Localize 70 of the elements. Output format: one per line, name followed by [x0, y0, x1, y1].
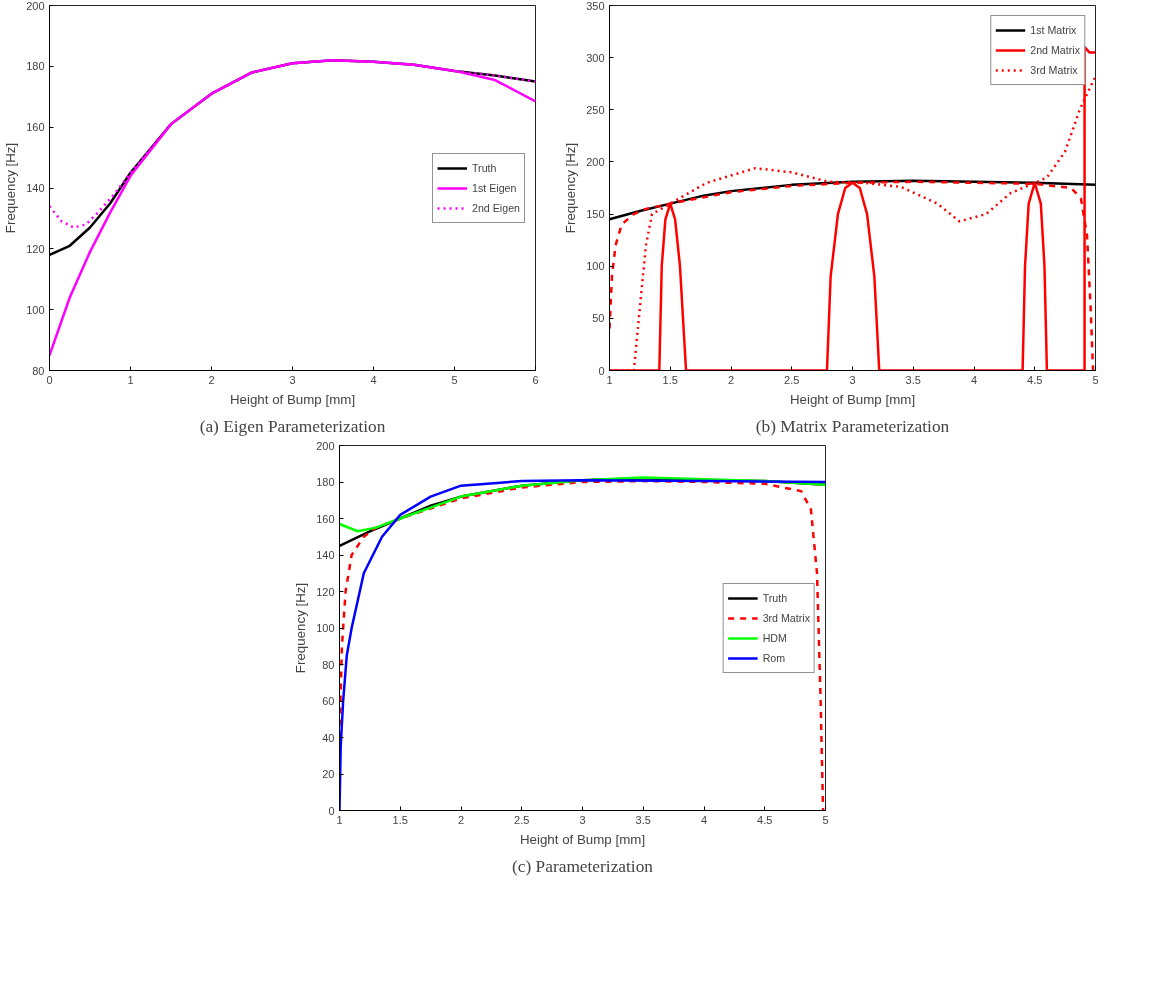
x-tick-label: 6: [532, 373, 539, 386]
x-tick-label: 4.5: [757, 813, 773, 826]
x-tick-label: 2.5: [784, 373, 800, 386]
x-tick-label: 2: [727, 373, 735, 386]
y-tick-label: 50: [592, 312, 605, 325]
x-tick-label: 5: [822, 813, 829, 826]
legend-label: 2nd Eigen: [472, 201, 520, 214]
x-tick-label: 1: [336, 813, 343, 826]
y-tick-label: 160: [316, 512, 335, 525]
x-tick-label: 2: [457, 813, 465, 826]
y-tick-label: 150: [586, 208, 605, 221]
y-tick-label: 120: [316, 585, 335, 598]
y-tick-label: 350: [586, 0, 605, 12]
y-axis-title: Frequency [Hz]: [563, 142, 579, 234]
x-tick-label: 2.5: [514, 813, 530, 826]
y-tick-label: 180: [26, 60, 45, 73]
legend-label: 1st Eigen: [472, 181, 517, 194]
y-tick-label: 100: [586, 260, 605, 273]
x-tick-label: 1.5: [662, 373, 678, 386]
y-tick-label: 200: [316, 439, 335, 452]
legend-label: 1st Matrix: [1030, 24, 1077, 36]
y-tick-label: 250: [586, 103, 605, 116]
y-tick-label: 100: [26, 303, 45, 316]
legend-label: Rom: [762, 651, 786, 664]
x-tick-label: 3: [289, 373, 296, 386]
y-tick-label: 60: [322, 695, 335, 707]
y-tick-label: 100: [316, 622, 335, 634]
x-tick-label: 3: [849, 373, 856, 386]
x-tick-label: 5: [1092, 373, 1099, 386]
x-axis-title: Height of Bump [mm]: [229, 391, 356, 407]
y-tick-label: 200: [586, 155, 605, 168]
y-axis-title: Frequency [Hz]: [293, 582, 309, 674]
y-tick-label: 180: [316, 476, 335, 488]
legend-label: 3rd Matrix: [762, 611, 810, 624]
y-tick-label: 80: [322, 658, 335, 671]
x-axis-title: Height of Bump [mm]: [789, 391, 916, 407]
x-tick-label: 2: [208, 373, 215, 386]
x-tick-label: 4: [700, 813, 708, 826]
y-axis-title: Frequency [Hz]: [3, 142, 19, 234]
text: (a) Eigen Parameterization: [199, 416, 386, 436]
x-tick-label: 5: [451, 373, 458, 386]
y-tick-label: 120: [26, 242, 45, 255]
x-tick-label: 0: [46, 373, 53, 386]
legend-label: 2nd Matrix: [1030, 44, 1080, 56]
x-tick-label: 4.5: [1027, 373, 1043, 386]
x-tick-label: 1: [127, 373, 134, 386]
y-tick-label: 160: [26, 121, 45, 134]
x-tick-label: 3.5: [905, 373, 921, 386]
legend-label: Truth: [762, 591, 788, 604]
x-tick-label: 1: [606, 373, 613, 386]
x-tick-label: 3.5: [635, 813, 651, 826]
text: (b) Matrix Parameterization: [755, 416, 950, 436]
y-tick-label: 200: [26, 0, 45, 12]
y-tick-label: 20: [322, 768, 335, 780]
y-tick-label: 300: [586, 51, 605, 64]
y-tick-label: 40: [322, 731, 335, 744]
legend-label: HDM: [762, 631, 787, 644]
legend-label: Truth: [472, 161, 497, 174]
text: (c) Parameterization: [512, 856, 654, 876]
x-tick-label: 1.5: [392, 813, 408, 826]
y-tick-label: 0: [598, 364, 605, 377]
y-tick-label: 80: [32, 364, 45, 377]
legend-label: 3rd Matrix: [1030, 64, 1078, 76]
y-tick-label: 140: [26, 182, 45, 194]
y-tick-label: 0: [328, 804, 335, 817]
x-tick-label: 4: [970, 373, 978, 386]
x-tick-label: 4: [370, 373, 377, 386]
x-tick-label: 3: [579, 813, 586, 826]
x-axis-title: Height of Bump [mm]: [519, 831, 646, 847]
y-tick-label: 140: [316, 549, 335, 561]
